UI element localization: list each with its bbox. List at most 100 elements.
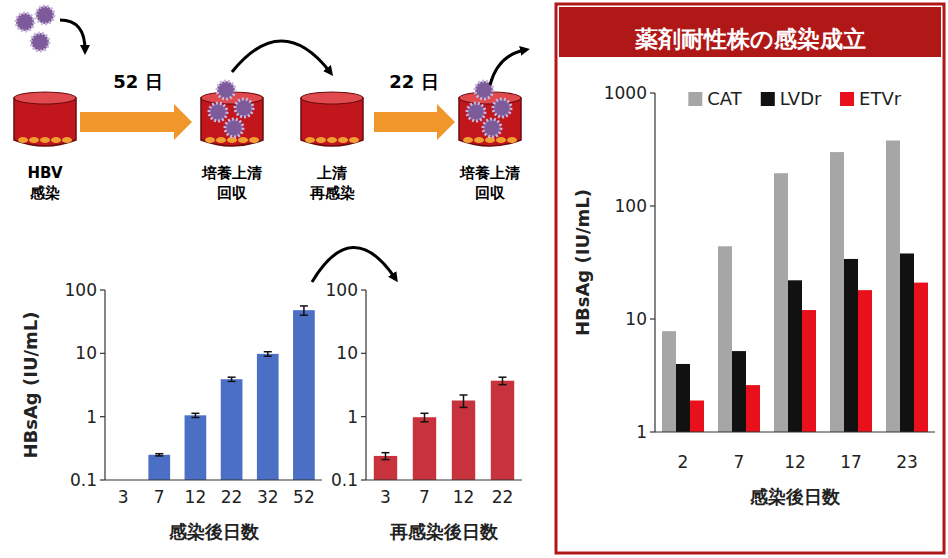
- error-cap: [421, 413, 429, 415]
- dish: [201, 81, 263, 146]
- x-axis: [655, 431, 935, 432]
- cell: [496, 137, 506, 143]
- y-tick-label: 10: [336, 343, 358, 363]
- y-tick: [650, 205, 655, 206]
- dish-top: [301, 92, 363, 104]
- cell: [40, 137, 50, 143]
- error-cap: [382, 459, 390, 461]
- process-arrow: [80, 104, 192, 140]
- error-cap: [460, 394, 468, 396]
- legend-swatch: [688, 92, 702, 106]
- x-tick-label: 7: [154, 487, 165, 507]
- virus: [31, 33, 49, 51]
- bar: [844, 259, 858, 432]
- bars: [662, 140, 928, 432]
- cell: [18, 137, 28, 143]
- y-tick-label: 1: [86, 407, 97, 427]
- cell: [338, 137, 348, 143]
- virus: [209, 103, 227, 121]
- step-label: 感染: [29, 184, 60, 202]
- y-tick-label: 0.1: [70, 470, 97, 490]
- chart: 0.1110100371222再感染後日数: [326, 280, 522, 542]
- x-tick-label: 22: [492, 487, 514, 507]
- dish-body: [459, 98, 521, 146]
- step-label: 培養上清: [459, 164, 520, 182]
- legend-swatch: [761, 92, 775, 106]
- bar: [452, 400, 475, 480]
- cell: [463, 137, 473, 143]
- virus: [225, 119, 243, 137]
- panel-frame: [556, 4, 944, 553]
- diagram: 52 日22 日HBV感染培養上清回収上清再感染培養上清回収: [14, 6, 525, 282]
- step-label: 培養上清: [201, 164, 262, 182]
- error-bar: [499, 377, 507, 384]
- error-bar: [421, 413, 429, 421]
- y-tick: [361, 289, 366, 290]
- dish: [14, 92, 76, 146]
- y-tick: [100, 479, 105, 480]
- interval-label: 52 日: [113, 71, 162, 92]
- step-label: 上清: [316, 164, 347, 182]
- virus: [483, 119, 501, 137]
- cell: [474, 137, 484, 143]
- legend-label: LVDr: [780, 88, 822, 109]
- bar: [257, 354, 279, 480]
- x-tick-label: 52: [293, 487, 315, 507]
- bar: [185, 415, 207, 480]
- legend-label: ETVr: [859, 88, 902, 109]
- x-tick-label: 7: [419, 487, 430, 507]
- y-axis: [104, 290, 105, 480]
- y-axis-title: HBsAg (IU/mL): [20, 311, 41, 458]
- y-tick-label: 1: [636, 422, 647, 442]
- y-tick-label: 1: [347, 407, 358, 427]
- dish-body: [14, 98, 76, 146]
- error-line: [502, 377, 504, 384]
- y-axis-title: HBsAg (IU/mL): [572, 189, 593, 336]
- bar: [774, 173, 788, 432]
- cell: [51, 137, 61, 143]
- cell: [249, 137, 259, 143]
- cell: [349, 137, 359, 143]
- bar: [676, 364, 690, 432]
- arrow: [490, 50, 525, 85]
- x-tick-label: 23: [896, 452, 918, 472]
- bars: [374, 377, 514, 480]
- error-cap: [499, 376, 507, 378]
- x-tick-label: 3: [380, 487, 391, 507]
- error-bar: [191, 413, 199, 417]
- error-bar: [155, 454, 163, 456]
- error-cap: [155, 455, 163, 457]
- dish: [301, 92, 363, 146]
- legend-item: CAT: [688, 88, 742, 109]
- error-cap: [300, 305, 308, 307]
- y-tick-label: 0.1: [331, 470, 358, 490]
- dish: [459, 81, 521, 146]
- bar: [914, 283, 928, 432]
- chart: 0.11101003712223252感染後日数HBsAg (IU/mL): [20, 280, 322, 542]
- dish-top: [14, 92, 76, 104]
- virus: [16, 13, 34, 31]
- arrow: [60, 20, 85, 50]
- x-tick-label: 2: [678, 452, 689, 472]
- bar: [900, 253, 914, 432]
- bar: [374, 456, 397, 480]
- error-cap: [499, 384, 507, 386]
- cell: [305, 137, 315, 143]
- y-axis: [654, 93, 655, 432]
- bar: [662, 331, 676, 432]
- error-line: [385, 453, 387, 460]
- cell: [29, 137, 39, 143]
- error-line: [424, 413, 426, 421]
- y-tick: [100, 289, 105, 290]
- cell: [316, 137, 326, 143]
- legend-item: ETVr: [840, 88, 902, 109]
- virus: [217, 81, 235, 99]
- bar: [718, 246, 732, 432]
- x-tick-label: 7: [734, 452, 745, 472]
- legend-swatch: [840, 92, 854, 106]
- x-tick-label: 12: [453, 487, 475, 507]
- error-cap: [228, 381, 236, 383]
- x-tick-label: 32: [257, 487, 279, 507]
- x-axis: [105, 479, 322, 480]
- bars: [148, 306, 314, 480]
